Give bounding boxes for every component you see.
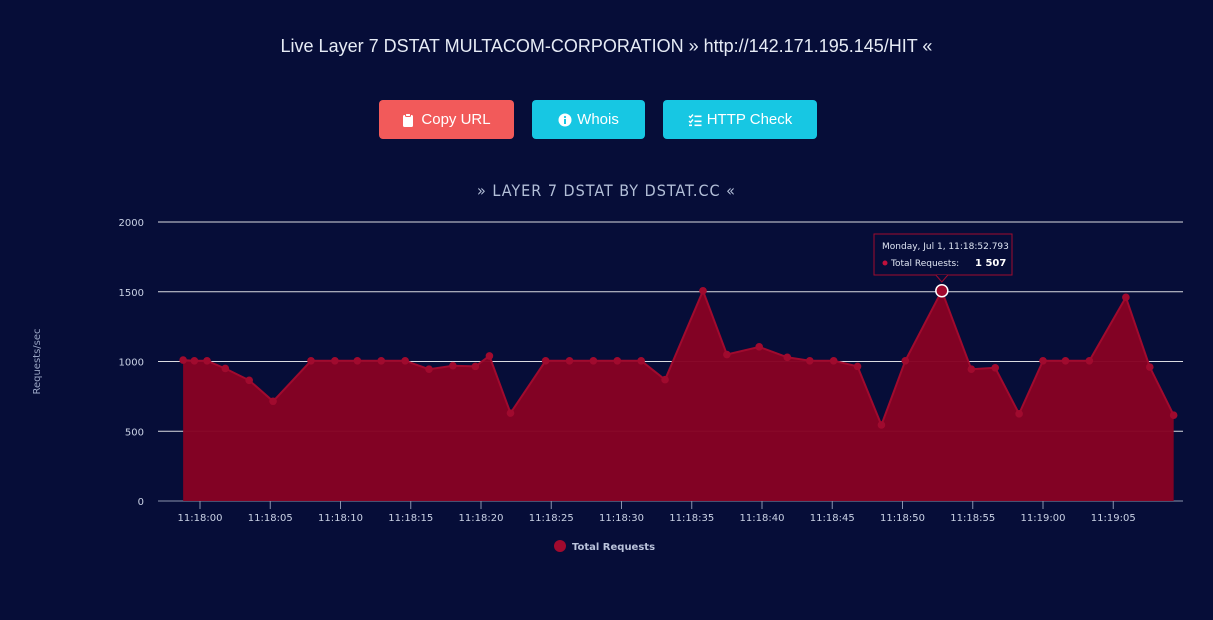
y-tick-label: 2000	[119, 218, 144, 229]
x-tick-label: 11:18:10	[318, 513, 363, 524]
data-point	[805, 357, 814, 365]
data-point	[1039, 357, 1047, 365]
x-tick-label: 11:18:55	[950, 513, 995, 524]
y-tick-label: 1000	[119, 358, 144, 369]
copy-url-button[interactable]: Copy URL	[379, 100, 514, 139]
tooltip-box	[873, 233, 1013, 276]
data-point	[1122, 293, 1130, 302]
x-axis: 11:18:00 11:18:05 11:18:10 11:18:15 11:18:20…	[178, 501, 1136, 524]
data-point	[541, 357, 550, 365]
data-point	[901, 357, 910, 365]
tooltip-series-dot	[882, 260, 888, 266]
hovered-point	[935, 284, 949, 298]
x-tick-label: 11:18:20	[459, 513, 504, 524]
x-tick-label: 11:19:05	[1091, 513, 1136, 524]
clipboard-icon	[402, 112, 416, 127]
data-point	[377, 357, 386, 365]
data-point	[269, 397, 277, 406]
y-tick-label: 500	[125, 427, 144, 438]
whois-button[interactable]: Whois	[532, 100, 645, 139]
data-point	[221, 364, 230, 373]
chart-legend[interactable]: Total Requests	[554, 540, 655, 553]
data-point	[245, 376, 253, 385]
x-tick-label: 11:18:40	[740, 513, 785, 524]
data-point	[877, 421, 886, 429]
x-tick-label: 11:18:05	[248, 513, 293, 524]
y-tick-label: 0	[138, 497, 144, 508]
x-tick-label: 11:18:35	[669, 513, 714, 524]
data-point	[853, 362, 862, 371]
copy-url-label: Copy URL	[421, 111, 491, 128]
data-point	[506, 409, 515, 417]
x-tick-label: 11:18:30	[599, 513, 644, 524]
requests-chart: 0 500 1000 1500 2000 11:18:00 11:18:05 11:18:1…	[32, 218, 1183, 553]
data-point	[699, 286, 707, 295]
data-point	[203, 357, 211, 365]
x-tick-label: 11:18:50	[880, 513, 925, 524]
data-point	[1169, 411, 1178, 420]
data-point	[565, 357, 574, 365]
data-point	[829, 357, 838, 365]
legend-marker	[554, 540, 566, 552]
data-point	[425, 365, 433, 373]
data-point	[661, 375, 669, 384]
data-point	[449, 361, 457, 370]
http-check-button[interactable]: HTTP Check	[663, 100, 817, 139]
chart-area-layer	[183, 288, 1175, 501]
tooltip-date: Monday, Jul 1, 11:18:52.793	[882, 242, 1009, 252]
info-circle-icon	[558, 113, 572, 127]
data-point	[1061, 357, 1070, 365]
data-point	[783, 353, 792, 362]
http-check-label: HTTP Check	[706, 111, 793, 128]
data-point	[307, 357, 315, 365]
data-point	[353, 357, 362, 365]
list-check-icon	[688, 113, 702, 127]
data-point	[967, 365, 976, 373]
data-point	[1085, 357, 1094, 365]
data-point	[190, 357, 199, 365]
data-point	[589, 357, 598, 365]
tooltip-pointer	[935, 274, 949, 283]
y-axis: 0 500 1000 1500 2000	[119, 218, 144, 508]
data-point	[991, 363, 1000, 372]
tooltip-value: 1 507	[975, 258, 1006, 269]
data-point	[755, 343, 763, 351]
action-buttons: Copy URL Whois	[0, 100, 1213, 140]
data-point	[637, 357, 645, 365]
data-point	[723, 350, 731, 359]
data-point	[401, 357, 409, 365]
data-point	[179, 356, 187, 364]
chart-point-layer	[179, 284, 1178, 429]
chart-tooltip: Monday, Jul 1, 11:18:52.793 Total Reques…	[873, 233, 1013, 283]
y-tick-label: 1500	[119, 288, 144, 299]
data-point	[485, 352, 494, 360]
y-axis-title: Requests/sec	[32, 328, 43, 394]
data-point	[471, 362, 480, 371]
tooltip-label: Total Requests:	[890, 259, 959, 269]
chart-title: » LAYER 7 DSTAT BY DSTAT.CC «	[477, 181, 736, 200]
data-point	[613, 357, 622, 365]
x-tick-label: 11:18:15	[388, 513, 433, 524]
page-title: Live Layer 7 DSTAT MULTACOM-CORPORATION …	[280, 36, 933, 56]
x-tick-label: 11:19:00	[1021, 513, 1066, 524]
x-tick-label: 11:18:25	[529, 513, 574, 524]
data-point	[1145, 363, 1154, 371]
data-point	[331, 357, 339, 365]
whois-label: Whois	[577, 111, 619, 128]
x-tick-label: 11:18:00	[178, 513, 223, 524]
series-area	[183, 290, 1174, 501]
x-tick-label: 11:18:45	[810, 513, 855, 524]
legend-label: Total Requests	[572, 542, 655, 553]
data-point	[1015, 410, 1023, 418]
